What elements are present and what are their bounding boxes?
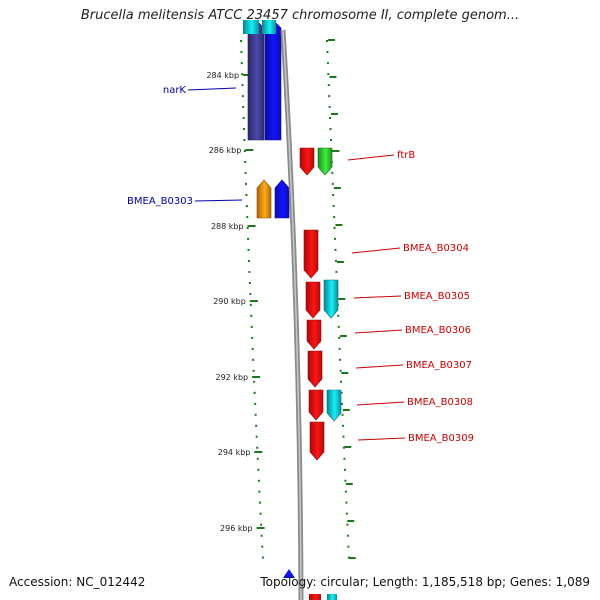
tick-label: 290 kbp <box>213 297 246 306</box>
inner-ticks <box>243 74 265 529</box>
unnamed-gene-arrow <box>308 389 324 421</box>
label-leaders <box>187 87 406 441</box>
gene-label: BMEA_B0309 <box>408 433 474 444</box>
unnamed-gene-arrow <box>264 19 282 141</box>
tick-label: 284 kbp <box>206 71 239 80</box>
unnamed-gene-arrow <box>299 147 315 176</box>
gene-label: BMEA_B0303 <box>127 196 193 207</box>
gene-label: ftrB <box>397 150 415 161</box>
nark-gene-arrow <box>247 19 265 141</box>
bmea_b0307-gene-arrow <box>307 350 323 388</box>
tick-label: 296 kbp <box>220 524 253 533</box>
label-leader <box>194 199 243 202</box>
bmea_b0305-gene-arrow <box>323 279 339 319</box>
label-leader <box>356 401 405 406</box>
label-leader <box>357 437 406 441</box>
bmea_b0308-gene-arrow <box>326 389 342 422</box>
backbone-ring <box>280 29 304 600</box>
bottom-cyan-mark <box>327 594 337 600</box>
gene-label: BMEA_B0306 <box>405 325 471 336</box>
bmea_b0304-gene-arrow <box>303 229 319 279</box>
tick-label: 286 kbp <box>209 146 242 155</box>
top-cyan-cap <box>262 20 276 34</box>
map-title: Brucella melitensis ATCC 23457 chromosom… <box>80 8 520 23</box>
backbone <box>280 29 304 600</box>
top-cyan-cap <box>243 20 259 34</box>
feature-layer <box>243 19 342 600</box>
tick-label: 288 kbp <box>211 222 244 231</box>
gene-label: BMEA_B0304 <box>403 243 469 254</box>
bmea_b0306-gene-arrow <box>306 319 322 350</box>
backbone-highlight <box>282 29 302 600</box>
gene-label: BMEA_B0305 <box>404 291 470 302</box>
bottom-blue-arrow <box>283 569 295 578</box>
gene-label: BMEA_B0308 <box>407 397 473 408</box>
tick-labels: 284 kbp 286 kbp 288 kbp 290 kbp 292 kbp 294 k… <box>206 71 252 533</box>
label-leader <box>347 154 395 161</box>
topology-text: Topology: circular; Length: 1,185,518 bp… <box>260 575 590 589</box>
accession-text: Accession: NC_012442 <box>9 575 146 589</box>
bmea_b0303-gene-arrow <box>256 179 272 219</box>
label-leader <box>355 364 404 369</box>
label-leader <box>353 295 402 299</box>
label-leader <box>351 247 401 254</box>
tick-label: 292 kbp <box>216 373 249 382</box>
gene-label: BMEA_B0307 <box>406 360 472 371</box>
unnamed-gene-arrow <box>274 179 290 219</box>
bottom-red-mark <box>309 594 321 600</box>
ftrb-gene-arrow <box>317 147 333 176</box>
gene-label: narK <box>163 85 187 96</box>
outer-ticks <box>328 39 356 559</box>
unnamed-gene-arrow <box>305 281 321 319</box>
bmea_b0309-gene-arrow <box>309 421 325 461</box>
label-leader <box>354 329 403 334</box>
label-leader <box>187 87 237 91</box>
tick-label: 294 kbp <box>218 448 251 457</box>
gene-labels: narK BMEA_B0303 ftrB BMEA_B0304 BMEA_B0305 BM… <box>127 85 474 444</box>
